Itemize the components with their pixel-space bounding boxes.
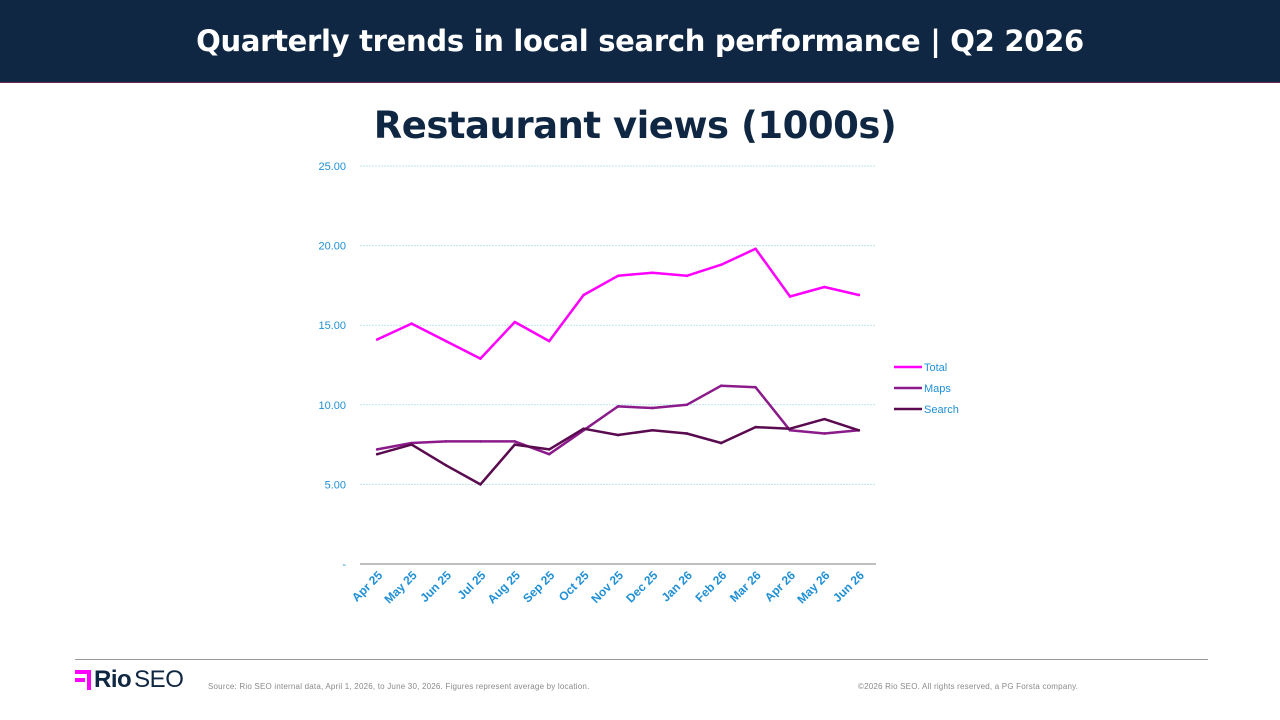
data-point-total <box>685 274 689 278</box>
x-tick-label: Jun 25 <box>417 568 454 605</box>
data-point-total <box>616 274 620 278</box>
x-tick-label: Nov 25 <box>588 568 626 606</box>
logo-text-seo: SEO <box>134 666 184 693</box>
data-point-search <box>479 483 482 486</box>
data-point-total <box>823 285 826 289</box>
page-title: Quarterly trends in local search perform… <box>196 24 1084 58</box>
y-tick-label: 25.00 <box>318 161 346 173</box>
data-point-search <box>513 443 517 446</box>
legend-label-total: Total <box>924 362 947 374</box>
data-point-search <box>823 417 826 421</box>
x-tick-label: Dec 25 <box>623 568 660 605</box>
data-point-search <box>582 427 585 430</box>
x-tick-label: May 26 <box>794 568 832 606</box>
data-point-total <box>410 322 413 325</box>
data-point-search <box>444 463 448 467</box>
y-tick-label: 15.00 <box>318 320 346 332</box>
data-point-search <box>410 443 413 446</box>
x-tick-label: Feb 26 <box>693 568 730 605</box>
y-tick-label: 5.00 <box>325 479 346 491</box>
data-point-search <box>719 441 723 445</box>
data-point-maps <box>616 405 620 408</box>
data-point-total <box>719 263 723 267</box>
data-point-total <box>444 339 448 343</box>
data-point-total <box>479 357 482 360</box>
footer-divider <box>75 659 1208 660</box>
data-point-total <box>547 339 551 343</box>
data-point-total <box>513 320 517 324</box>
x-tick-label: Aug 25 <box>485 568 523 606</box>
data-point-total <box>651 271 654 274</box>
header-bar: Quarterly trends in local search perform… <box>0 0 1280 83</box>
data-point-search <box>685 432 689 435</box>
data-point-maps <box>651 406 654 410</box>
series-line-total <box>375 247 861 360</box>
y-tick-label: - <box>342 559 346 571</box>
footer-source: Source: Rio SEO internal data, April 1, … <box>208 682 590 691</box>
rio-seo-logo: Rio SEO <box>75 666 184 693</box>
series-line-maps <box>375 384 861 456</box>
data-point-search <box>616 433 620 437</box>
data-point-search <box>788 427 792 430</box>
x-tick-label: Sep 25 <box>520 568 557 605</box>
data-point-maps <box>823 432 826 435</box>
footer-copyright: ©2026 Rio SEO. All rights reserved, a PG… <box>858 682 1079 691</box>
data-point-maps <box>375 448 379 451</box>
series-line-search <box>375 417 861 486</box>
logo-text-rio: Rio <box>94 666 132 693</box>
data-point-search <box>375 452 379 456</box>
x-tick-label: Jan 26 <box>659 568 696 605</box>
data-point-maps <box>479 440 482 443</box>
data-point-maps <box>754 385 757 389</box>
data-point-total <box>582 293 585 297</box>
x-tick-label: Jul 25 <box>455 568 489 602</box>
data-point-maps <box>513 440 517 443</box>
chart-title: Restaurant views (1000s) <box>373 104 897 147</box>
x-tick-label: Apr 26 <box>762 568 799 605</box>
data-point-total <box>857 293 861 297</box>
data-point-total <box>375 338 379 341</box>
x-tick-label: Apr 25 <box>349 568 386 605</box>
y-tick-label: 10.00 <box>318 400 346 412</box>
data-point-total <box>754 247 757 251</box>
data-point-search <box>547 448 551 451</box>
x-tick-label: Mar 26 <box>727 568 764 605</box>
x-tick-label: Oct 25 <box>556 568 592 604</box>
data-point-maps <box>444 440 448 443</box>
legend-label-maps: Maps <box>924 383 951 395</box>
x-tick-label: May 25 <box>382 568 420 606</box>
data-point-total <box>788 295 792 298</box>
data-point-maps <box>547 452 551 456</box>
data-point-maps <box>719 384 723 387</box>
data-point-maps <box>685 403 689 407</box>
logo-mark-icon <box>75 670 91 690</box>
y-tick-label: 20.00 <box>318 241 346 253</box>
x-tick-label: Jun 26 <box>830 568 867 605</box>
data-point-search <box>754 425 757 429</box>
data-point-search <box>857 428 861 432</box>
legend-label-search: Search <box>924 404 959 416</box>
data-point-search <box>651 428 654 432</box>
